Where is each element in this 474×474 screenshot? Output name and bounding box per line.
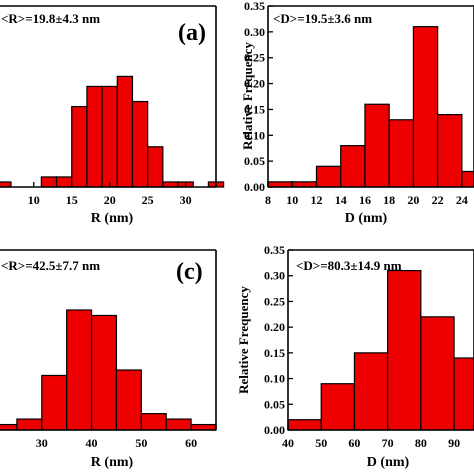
x-tick-label: 10 — [28, 193, 40, 207]
histogram-bar — [131, 100, 149, 188]
y-axis-label: Relative Frequency — [240, 42, 255, 150]
histogram-bar — [437, 113, 463, 188]
x-tick-label: 18 — [383, 193, 395, 207]
histogram-bar — [190, 423, 217, 431]
x-tick-label: 10 — [286, 193, 298, 207]
histogram-bar — [86, 85, 103, 188]
y-tick-label: 0.05 — [264, 397, 285, 411]
y-tick-label: 0.25 — [244, 51, 265, 65]
x-tick-label: 30 — [180, 193, 192, 207]
mean-size-annotation: <D>=80.3±14.9 nm — [296, 258, 402, 273]
histogram-bar — [315, 165, 342, 188]
histogram-bar — [140, 413, 167, 431]
y-tick-label: 0.10 — [264, 372, 285, 386]
y-tick-label: 0.00 — [264, 423, 285, 437]
x-axis-label: D (nm) — [345, 211, 388, 226]
mean-size-annotation: <D>=19.5±3.6 nm — [273, 11, 372, 26]
histogram-panel-1 — [0, 5, 225, 188]
x-axis-label: D (nm) — [367, 455, 410, 470]
y-tick-label: 0.30 — [264, 269, 285, 283]
histogram-bar — [453, 357, 474, 431]
x-tick-label: 70 — [382, 436, 394, 450]
x-axis-label: R (nm) — [91, 211, 134, 226]
histogram-panel-3 — [0, 249, 217, 431]
x-tick-label: 60 — [185, 436, 197, 450]
x-tick-label: 50 — [135, 436, 147, 450]
y-tick-label: 0.35 — [264, 243, 285, 257]
histogram-panel-4 — [287, 249, 474, 431]
histogram-bar — [420, 316, 455, 431]
histogram-bar — [40, 176, 58, 188]
mean-size-annotation: <R>=42.5±7.7 nm — [1, 258, 100, 273]
histogram-bar — [353, 352, 389, 431]
x-tick-label: 80 — [415, 436, 427, 450]
x-tick-label: 60 — [348, 436, 360, 450]
x-tick-label: 20 — [104, 193, 116, 207]
histogram-bar — [101, 85, 118, 188]
y-tick-label: 0.35 — [244, 0, 265, 13]
x-axis-label: R (nm) — [91, 455, 134, 470]
panel-label: (c) — [176, 259, 203, 285]
histogram-bar — [340, 145, 366, 188]
histogram-bar — [147, 146, 164, 188]
x-tick-label: 40 — [86, 436, 98, 450]
x-tick-label: 40 — [282, 436, 294, 450]
x-tick-label: 8 — [265, 193, 271, 207]
panel-label: (a) — [178, 20, 206, 46]
x-tick-label: 50 — [315, 436, 327, 450]
y-tick-label: 0.15 — [244, 102, 265, 116]
histogram-bar — [55, 176, 73, 188]
y-tick-label: 0.05 — [244, 154, 265, 168]
y-axis-label: Relative Frequency — [236, 286, 251, 394]
x-tick-label: 14 — [335, 193, 347, 207]
x-tick-label: 12 — [310, 193, 322, 207]
x-tick-label: 90 — [448, 436, 460, 450]
histogram-bar — [115, 369, 142, 431]
x-tick-label: 22 — [432, 193, 444, 207]
histogram-bar — [320, 383, 356, 431]
x-tick-label: 30 — [36, 436, 48, 450]
y-tick-label: 0.30 — [244, 25, 265, 39]
x-tick-label: 15 — [66, 193, 78, 207]
x-tick-label: 16 — [359, 193, 371, 207]
histogram-bar — [364, 103, 390, 188]
histogram-bar — [116, 75, 134, 188]
histogram-panel-2 — [267, 5, 474, 188]
y-tick-label: 0.20 — [264, 320, 285, 334]
histogram-bar — [71, 105, 88, 188]
y-tick-label: 0.10 — [244, 128, 265, 142]
histogram-bar — [461, 170, 474, 188]
histogram-bar — [287, 419, 322, 431]
y-tick-label: 0.15 — [264, 346, 285, 360]
x-tick-label: 24 — [456, 193, 468, 207]
histogram-bar — [66, 309, 93, 431]
histogram-bar — [16, 418, 43, 431]
y-tick-label: 0.25 — [264, 294, 285, 308]
x-tick-label: 25 — [142, 193, 154, 207]
histogram-bar — [0, 423, 18, 431]
y-tick-label: 0.00 — [244, 180, 265, 194]
histogram-bar — [90, 314, 118, 431]
mean-size-annotation: <R>=19.8±4.3 nm — [1, 11, 100, 26]
histogram-bar — [165, 418, 192, 431]
histogram-bar — [388, 119, 415, 188]
histogram-bar — [412, 26, 439, 188]
histogram-bar — [41, 374, 68, 431]
y-tick-label: 0.20 — [244, 77, 265, 91]
histogram-bar — [387, 269, 422, 431]
x-tick-label: 20 — [407, 193, 419, 207]
